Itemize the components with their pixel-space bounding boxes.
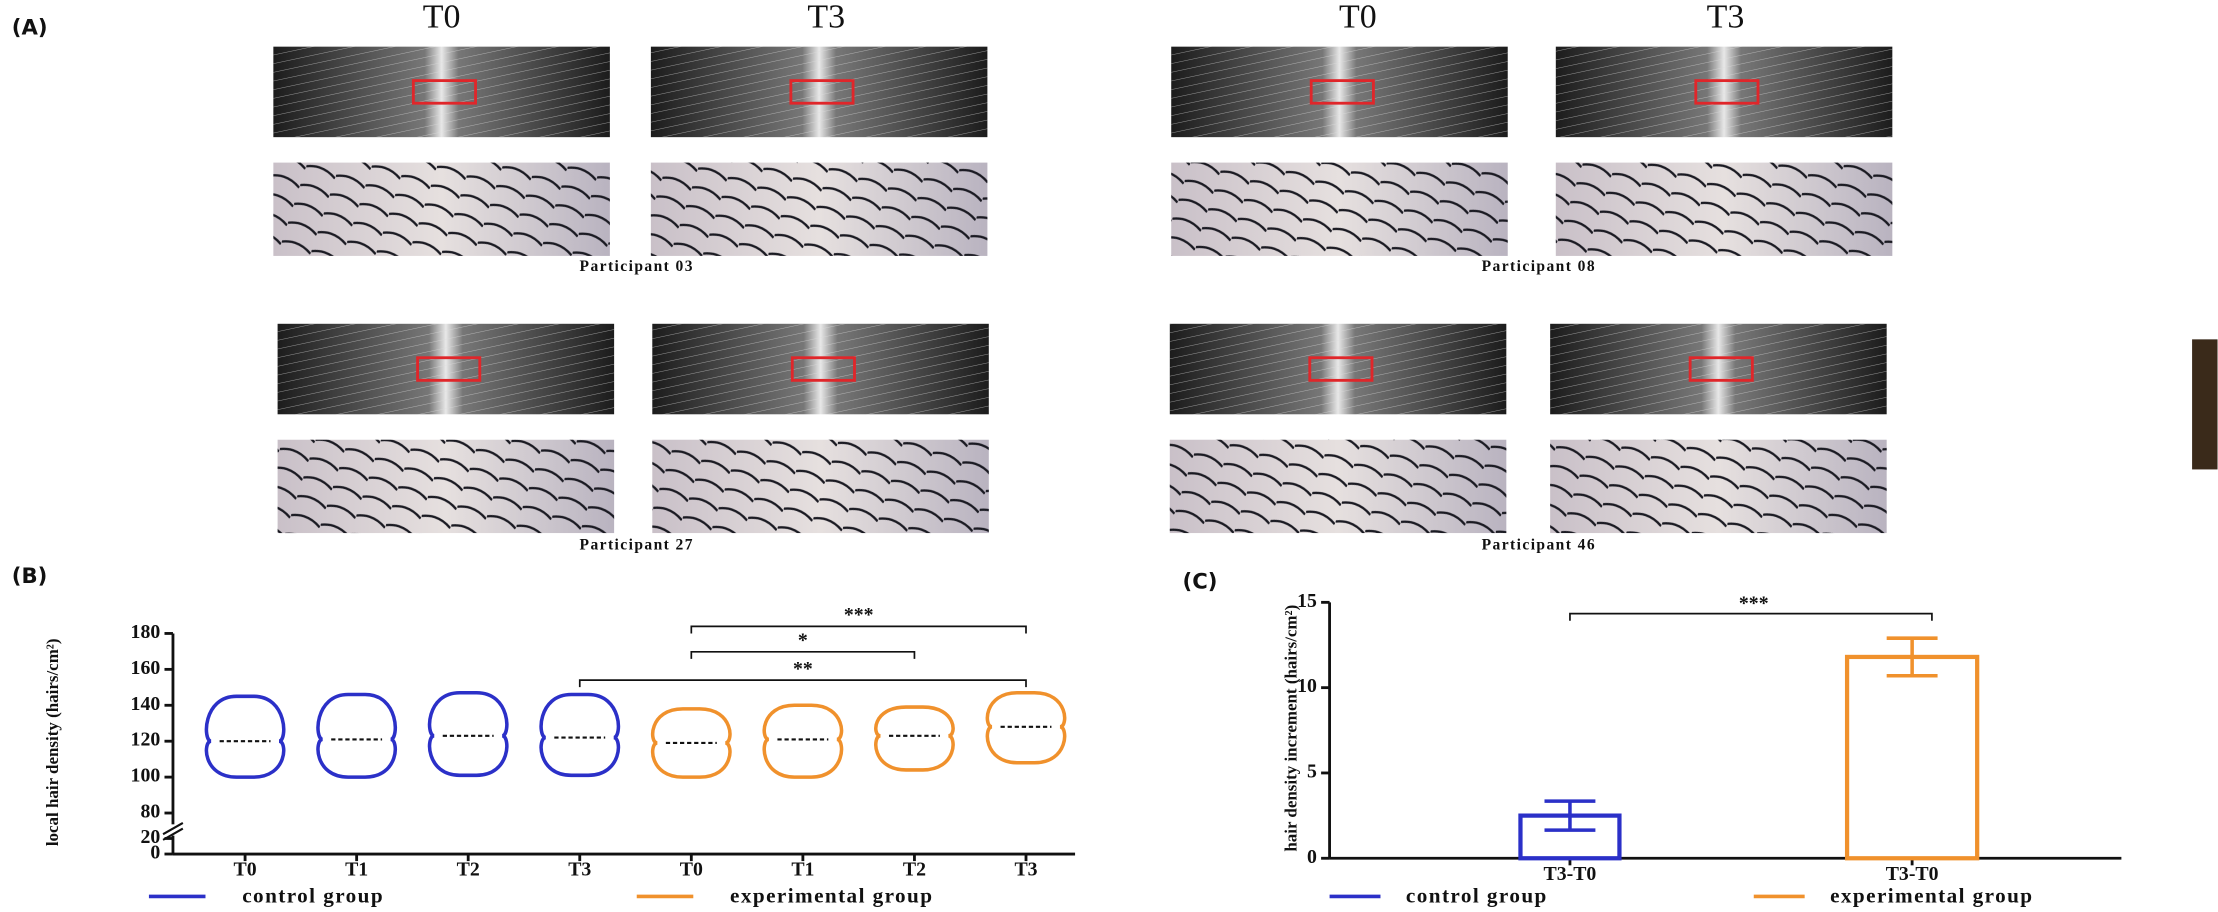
x-tick-label: T0 bbox=[234, 859, 257, 881]
x-tick-label: T2 bbox=[457, 859, 480, 881]
dermoscopy-hair bbox=[277, 439, 615, 534]
significance-bracket bbox=[578, 679, 1027, 688]
error-bar bbox=[1886, 636, 1938, 678]
violin bbox=[204, 694, 286, 779]
y-axis-label: hair density increment (hairs/cm²) bbox=[1282, 605, 1301, 852]
y-tick-label: 100 bbox=[131, 765, 161, 787]
violin bbox=[427, 690, 509, 778]
violin bbox=[874, 705, 955, 772]
hair-texture bbox=[273, 46, 610, 138]
region-box bbox=[416, 356, 482, 382]
region-box bbox=[1308, 356, 1374, 382]
x-tick-label: T3-T0 bbox=[1886, 863, 1939, 885]
y-tick-label: 0 bbox=[150, 842, 160, 864]
significance-bracket bbox=[690, 650, 916, 659]
y-tick-label: 80 bbox=[140, 801, 160, 823]
y-tick-label: 120 bbox=[131, 729, 161, 751]
edge-tab bbox=[2192, 339, 2218, 470]
significance-label: *** bbox=[844, 604, 874, 626]
y-tick-label: 180 bbox=[131, 621, 161, 643]
y-tick-label: 140 bbox=[131, 693, 161, 715]
significance-label: ** bbox=[793, 658, 813, 680]
y-tick-label: 20 bbox=[140, 826, 160, 848]
photo-header: T3 bbox=[807, 0, 845, 36]
dermoscopy-hair bbox=[1550, 439, 1887, 534]
y-tick-label: 160 bbox=[131, 657, 161, 679]
x-tick-label: T3 bbox=[568, 859, 591, 881]
significance-label: * bbox=[798, 629, 808, 651]
participant-caption: Participant 46 bbox=[1482, 536, 1596, 553]
legend-label: control group bbox=[242, 884, 384, 908]
error-bar bbox=[1544, 799, 1596, 832]
region-box bbox=[411, 79, 477, 105]
violin bbox=[985, 690, 1067, 765]
y-tick-label: 0 bbox=[1307, 846, 1317, 868]
legend-label: experimental group bbox=[1830, 884, 2033, 908]
dermoscopy-hair bbox=[650, 162, 988, 256]
y-tick-label: 10 bbox=[1297, 675, 1317, 697]
hair-texture bbox=[1550, 323, 1887, 415]
violin bbox=[539, 692, 621, 778]
region-box bbox=[1309, 79, 1375, 105]
dermoscopy-hair bbox=[652, 439, 989, 534]
hair-texture bbox=[1171, 46, 1508, 138]
panel-label: (A) bbox=[12, 14, 48, 39]
region-box bbox=[1694, 79, 1760, 105]
significance-bracket bbox=[1569, 612, 1933, 621]
x-tick-label: T1 bbox=[345, 859, 368, 881]
axis-break-gap bbox=[164, 824, 182, 836]
violin bbox=[650, 707, 732, 779]
region-box bbox=[789, 79, 855, 105]
panel-label: (B) bbox=[12, 563, 48, 588]
x-tick-label: T3 bbox=[1014, 859, 1037, 881]
y-axis-label: local hair density (hairs/cm²) bbox=[43, 638, 62, 846]
photo-panel bbox=[273, 46, 1893, 534]
y-tick-label: 15 bbox=[1297, 590, 1317, 612]
photo-header: T3 bbox=[1707, 0, 1745, 36]
axis-break bbox=[162, 822, 184, 836]
hair-texture bbox=[650, 46, 988, 138]
legend-label: control group bbox=[1406, 884, 1548, 908]
participant-caption: Participant 27 bbox=[580, 536, 694, 553]
x-tick-label: T1 bbox=[791, 859, 814, 881]
hair-texture bbox=[652, 323, 989, 415]
dermoscopy-hair bbox=[1555, 162, 1893, 256]
y-tick-label: 5 bbox=[1307, 761, 1317, 783]
bar bbox=[1844, 654, 1980, 861]
participant-caption: Participant 08 bbox=[1482, 258, 1596, 275]
legend-label: experimental group bbox=[730, 884, 933, 908]
significance-bracket bbox=[690, 625, 1027, 634]
dermoscopy-hair bbox=[1171, 162, 1508, 256]
violin bbox=[316, 692, 398, 779]
hair-texture bbox=[277, 323, 615, 415]
significance-label: *** bbox=[1739, 593, 1769, 615]
region-box bbox=[1688, 356, 1754, 382]
violin bbox=[762, 703, 844, 779]
dermoscopy-hair bbox=[1169, 439, 1507, 534]
x-tick-label: T0 bbox=[680, 859, 703, 881]
photo-header: T0 bbox=[1339, 0, 1377, 36]
participant-caption: Participant 03 bbox=[580, 258, 694, 275]
hair-texture bbox=[1169, 323, 1507, 415]
x-tick-label: T3-T0 bbox=[1544, 863, 1597, 885]
dermoscopy-hair bbox=[273, 162, 610, 256]
x-tick-label: T2 bbox=[903, 859, 926, 881]
hair-texture bbox=[1555, 46, 1893, 138]
photo-header: T0 bbox=[423, 0, 461, 36]
panel-label: (C) bbox=[1183, 569, 1218, 594]
region-box bbox=[790, 356, 856, 382]
